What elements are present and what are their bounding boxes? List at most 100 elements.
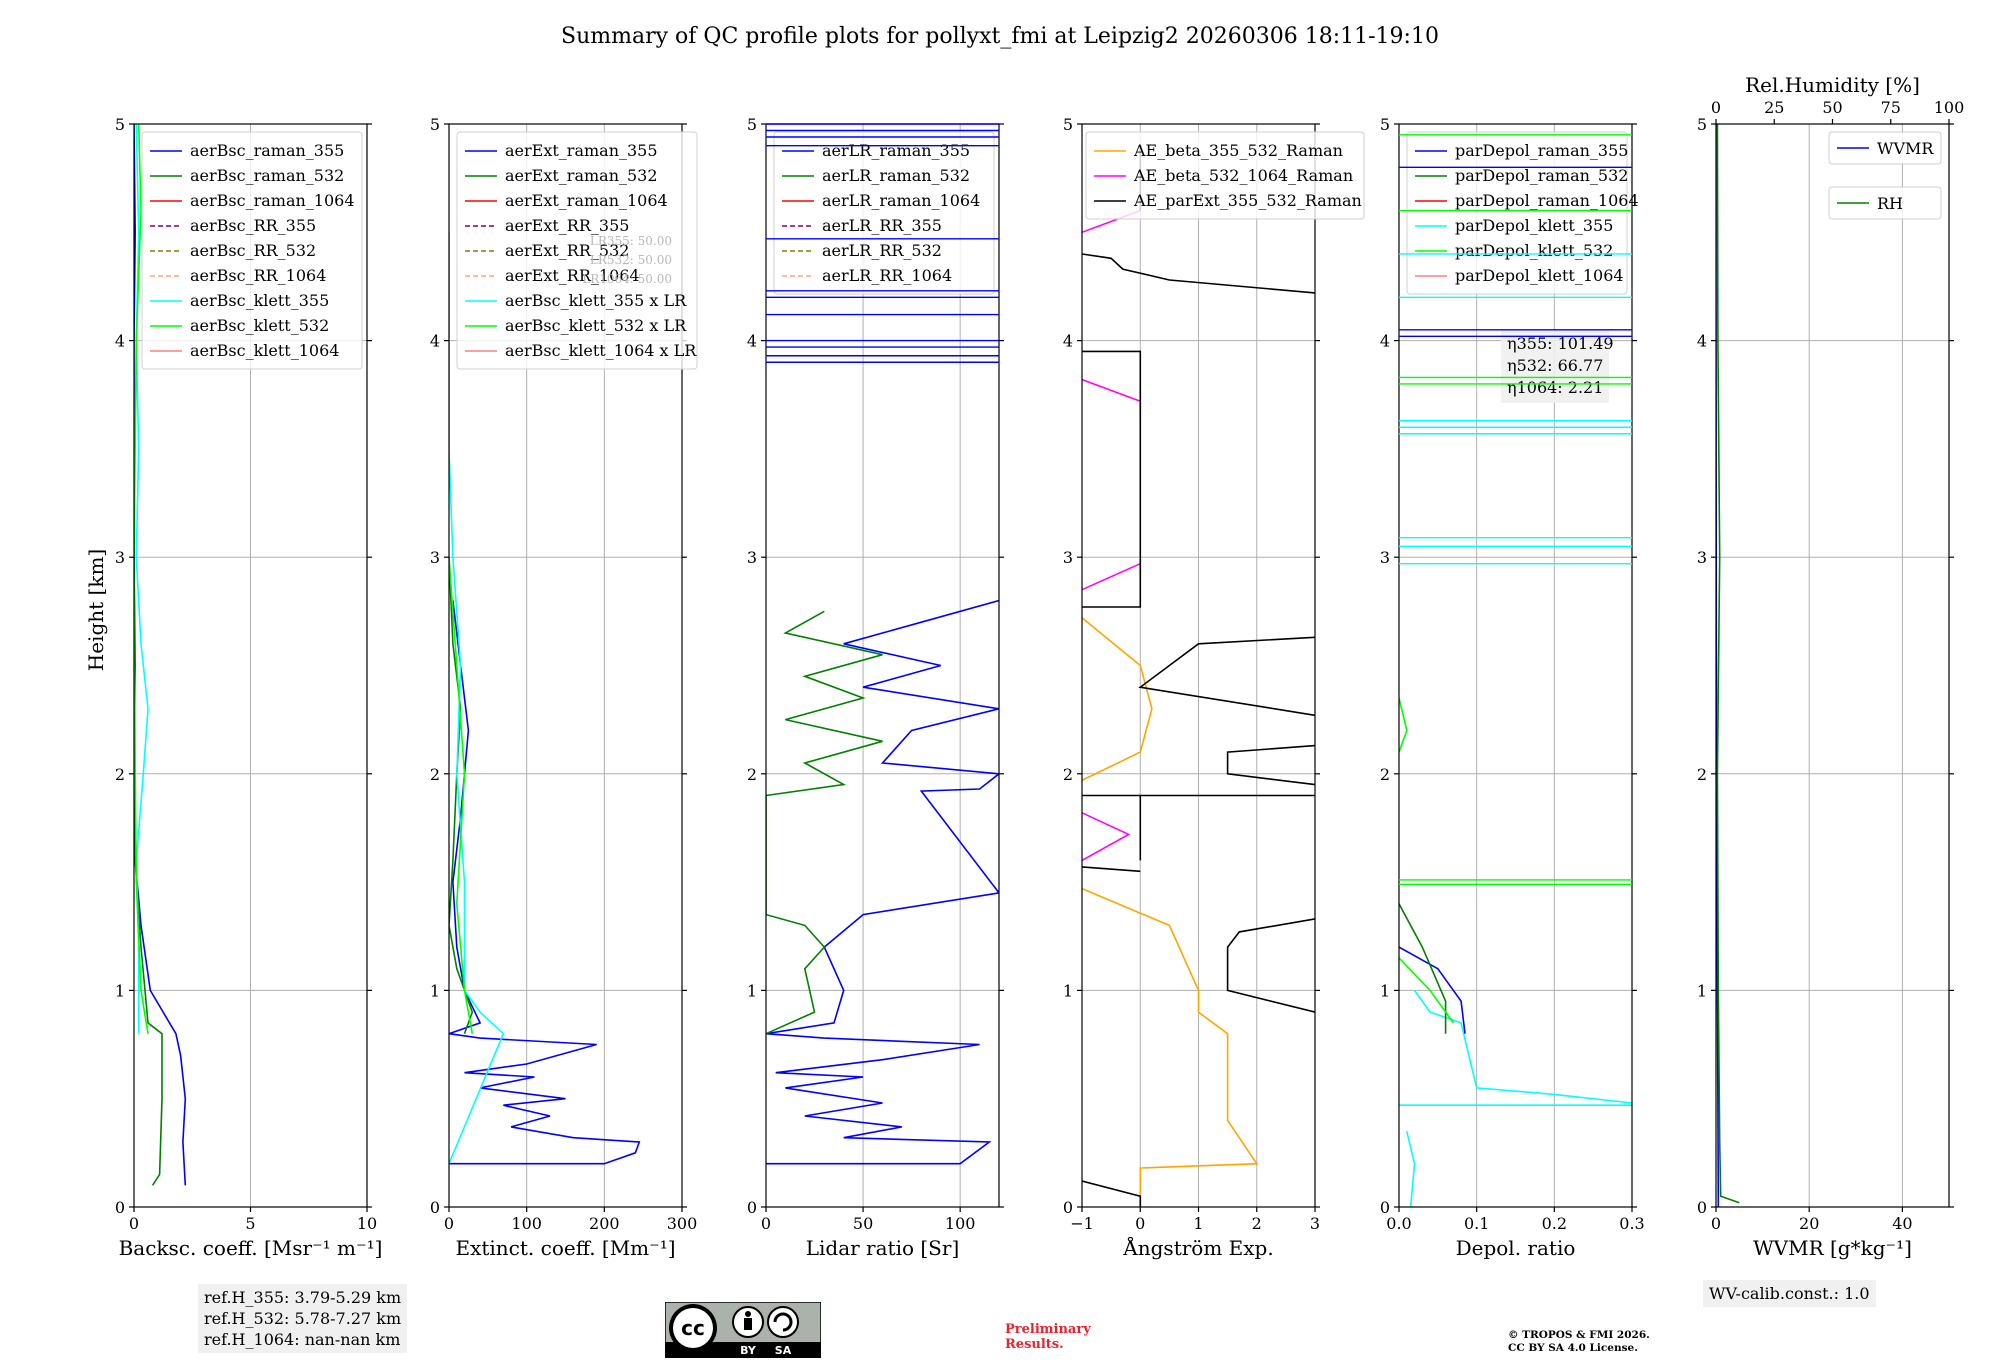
- series-line-RH: [1716, 124, 1740, 1204]
- x-tick-label: 40: [1892, 1214, 1912, 1233]
- x-tick-label: 0.3: [1619, 1214, 1644, 1233]
- x-tick-label: 0.2: [1542, 1214, 1567, 1233]
- series-line-AE_parExt_355_532_Raman_d: [1082, 794, 1142, 861]
- eta-annotation: η1064: 2.21: [1507, 378, 1603, 397]
- series-line-AE_beta_532_1064_Raman_c: [1082, 378, 1141, 402]
- legend-entry: parDepol_raman_355: [1455, 141, 1628, 160]
- x-tick-label: 300: [667, 1214, 698, 1233]
- legend-entry: aerLR_RR_532: [822, 241, 942, 260]
- eta-box: [1501, 329, 1609, 403]
- depol-noise-lines: [1399, 134, 1632, 885]
- series-line-parDepol_klett_355: [1406, 1131, 1416, 1207]
- y-tick-label: 1: [747, 981, 757, 1000]
- y-tick-label: 4: [747, 332, 757, 351]
- panel-extinction: 0 1 2 3 4 5 0 100 200 300 Extinct. coeff. [Mm⁻¹] ae…: [430, 115, 698, 1260]
- legend-entry: parDepol_raman_1064: [1455, 191, 1639, 210]
- y-tick-label: 5: [115, 115, 125, 134]
- series-line-AE_parExt_355_532_Raman_g: [1138, 636, 1315, 717]
- legend-entry: aerLR_RR_355: [822, 216, 942, 235]
- legend-entry: aerLR_raman_532: [822, 166, 970, 185]
- reference-heights-box: ref.H_355: 3.79-5.29 km ref.H_532: 5.78-…: [198, 1284, 408, 1353]
- legend-entry: AE_parExt_355_532_Raman: [1133, 191, 1362, 210]
- x-axis-label: Lidar ratio [Sr]: [806, 1236, 960, 1260]
- legend-entry: aerExt_RR_532: [505, 241, 629, 260]
- y-tick-label: 3: [430, 548, 440, 567]
- legend-box: [1828, 186, 1942, 220]
- x-axis-label: Depol. ratio: [1456, 1236, 1576, 1260]
- legend-entry: aerBsc_klett_1064: [190, 341, 339, 360]
- y-tick-label: 4: [115, 332, 125, 351]
- legend-entry: aerExt_RR_1064: [505, 266, 640, 285]
- x-tick-label: 100: [511, 1214, 542, 1233]
- x-tick-label: 0: [1711, 1214, 1721, 1233]
- top-x-tick-label: 75: [1881, 98, 1901, 117]
- x-tick-label: 0: [444, 1214, 454, 1233]
- legend-entry: aerBsc_klett_1064 x LR: [505, 341, 697, 360]
- y-tick-label: 1: [430, 981, 440, 1000]
- top-x-tick-label: 25: [1764, 98, 1784, 117]
- top-axis-label: Rel.Humidity [%]: [1745, 73, 1920, 97]
- x-axis-label: WVMR [g*kg⁻¹]: [1753, 1236, 1912, 1260]
- series-line-AE_parExt_355_532_Raman_i: [1082, 253, 1315, 294]
- legend-entry: aerBsc_raman_532: [190, 166, 344, 185]
- by-label: BY: [740, 1344, 757, 1357]
- y-tick-label: 0: [1063, 1198, 1073, 1217]
- series-line-AE_beta_355_532_Raman_b: [1082, 617, 1153, 782]
- figure-title: Summary of QC profile plots for pollyxt_…: [561, 24, 1439, 49]
- legend-entry: aerExt_raman_355: [505, 141, 658, 160]
- copyright-line-2: CC BY SA 4.0 License.: [1508, 1342, 1638, 1354]
- cc-logo-text: cc: [681, 1316, 705, 1340]
- preliminary-line-1: Preliminary: [1005, 1322, 1091, 1337]
- x-tick-label: 0: [1135, 1214, 1145, 1233]
- x-tick-label: −1: [1070, 1214, 1094, 1233]
- legend-box: [773, 131, 995, 295]
- top-x-tick-label: 50: [1822, 98, 1842, 117]
- y-tick-label: 3: [747, 548, 757, 567]
- series-line-AE_beta_532_1064_Raman_b: [1082, 562, 1141, 591]
- legend-entry: aerBsc_klett_355 x LR: [505, 291, 687, 310]
- person-icon: [745, 1311, 751, 1317]
- x-tick-label: 0: [129, 1214, 139, 1233]
- series-line-AE_parExt_355_532_Raman_c: [1082, 866, 1141, 873]
- y-tick-label: 0: [747, 1198, 757, 1217]
- legend-box: [1828, 131, 1942, 165]
- y-tick-label: 1: [1380, 981, 1390, 1000]
- series-group: [1716, 124, 1740, 1207]
- x-axis-label: Backsc. coeff. [Msr⁻¹ m⁻¹]: [119, 1236, 383, 1260]
- panel-backscatter: 0 1 2 3 4 5 0 5 10 Backsc. coeff. [Msr⁻¹ m⁻¹] aerB…: [115, 115, 383, 1260]
- sa-label: SA: [775, 1344, 792, 1357]
- series-line-AE_parExt_355_532_Raman_f: [1226, 744, 1315, 786]
- series-line-AE_parExt_355_532_Raman_h: [1082, 350, 1142, 608]
- lr-annotation: LR355: 50.00: [590, 234, 672, 248]
- legend-box: [1085, 131, 1365, 220]
- x-axis-label: Ångström Exp.: [1122, 1235, 1273, 1260]
- legend-entry: parDepol_klett_355: [1455, 216, 1613, 235]
- x-axis-label: Extinct. coeff. [Mm⁻¹]: [455, 1236, 675, 1260]
- series-line-AE_parExt_355_532_Raman: [1082, 1180, 1142, 1207]
- y-tick-label: 4: [1697, 332, 1707, 351]
- series-line-AE_parExt_355_532_Raman_b: [1226, 918, 1315, 1013]
- preliminary-results-note: Preliminary Results.: [1005, 1322, 1091, 1352]
- series-line-aerExt_raman_355: [449, 600, 641, 1165]
- y-tick-label: 1: [115, 981, 125, 1000]
- ref-height-1064: ref.H_1064: nan-nan km: [204, 1330, 401, 1349]
- lr-annotation: LR1064: 50.00: [582, 272, 672, 286]
- y-tick-label: 2: [1063, 765, 1073, 784]
- y-tick-label: 3: [1380, 548, 1390, 567]
- x-tick-label: 0.0: [1386, 1214, 1411, 1233]
- series-line-parDepol_klett_532_b: [1399, 697, 1408, 753]
- legend-entry: aerBsc_raman_1064: [190, 191, 355, 210]
- wv-calibration-text: WV-calib.const.: 1.0: [1709, 1284, 1870, 1303]
- series-line-parDepol_klett_355_c: [1413, 989, 1632, 1104]
- legend-entry: aerBsc_klett_355: [190, 291, 329, 310]
- legend-entry: aerExt_RR_355: [505, 216, 629, 235]
- axes-frame: [1715, 123, 1950, 1208]
- panel-depolarization: 0 1 2 3 4 5 0.0 0.1 0.2 0.3 Depol. ratio parDepol_r…: [1380, 115, 1645, 1260]
- series-group: [449, 232, 641, 1165]
- legend-entry: RH: [1877, 194, 1903, 213]
- copyright-note: © TROPOS & FMI 2026. CC BY SA 4.0 Licens…: [1508, 1329, 1650, 1355]
